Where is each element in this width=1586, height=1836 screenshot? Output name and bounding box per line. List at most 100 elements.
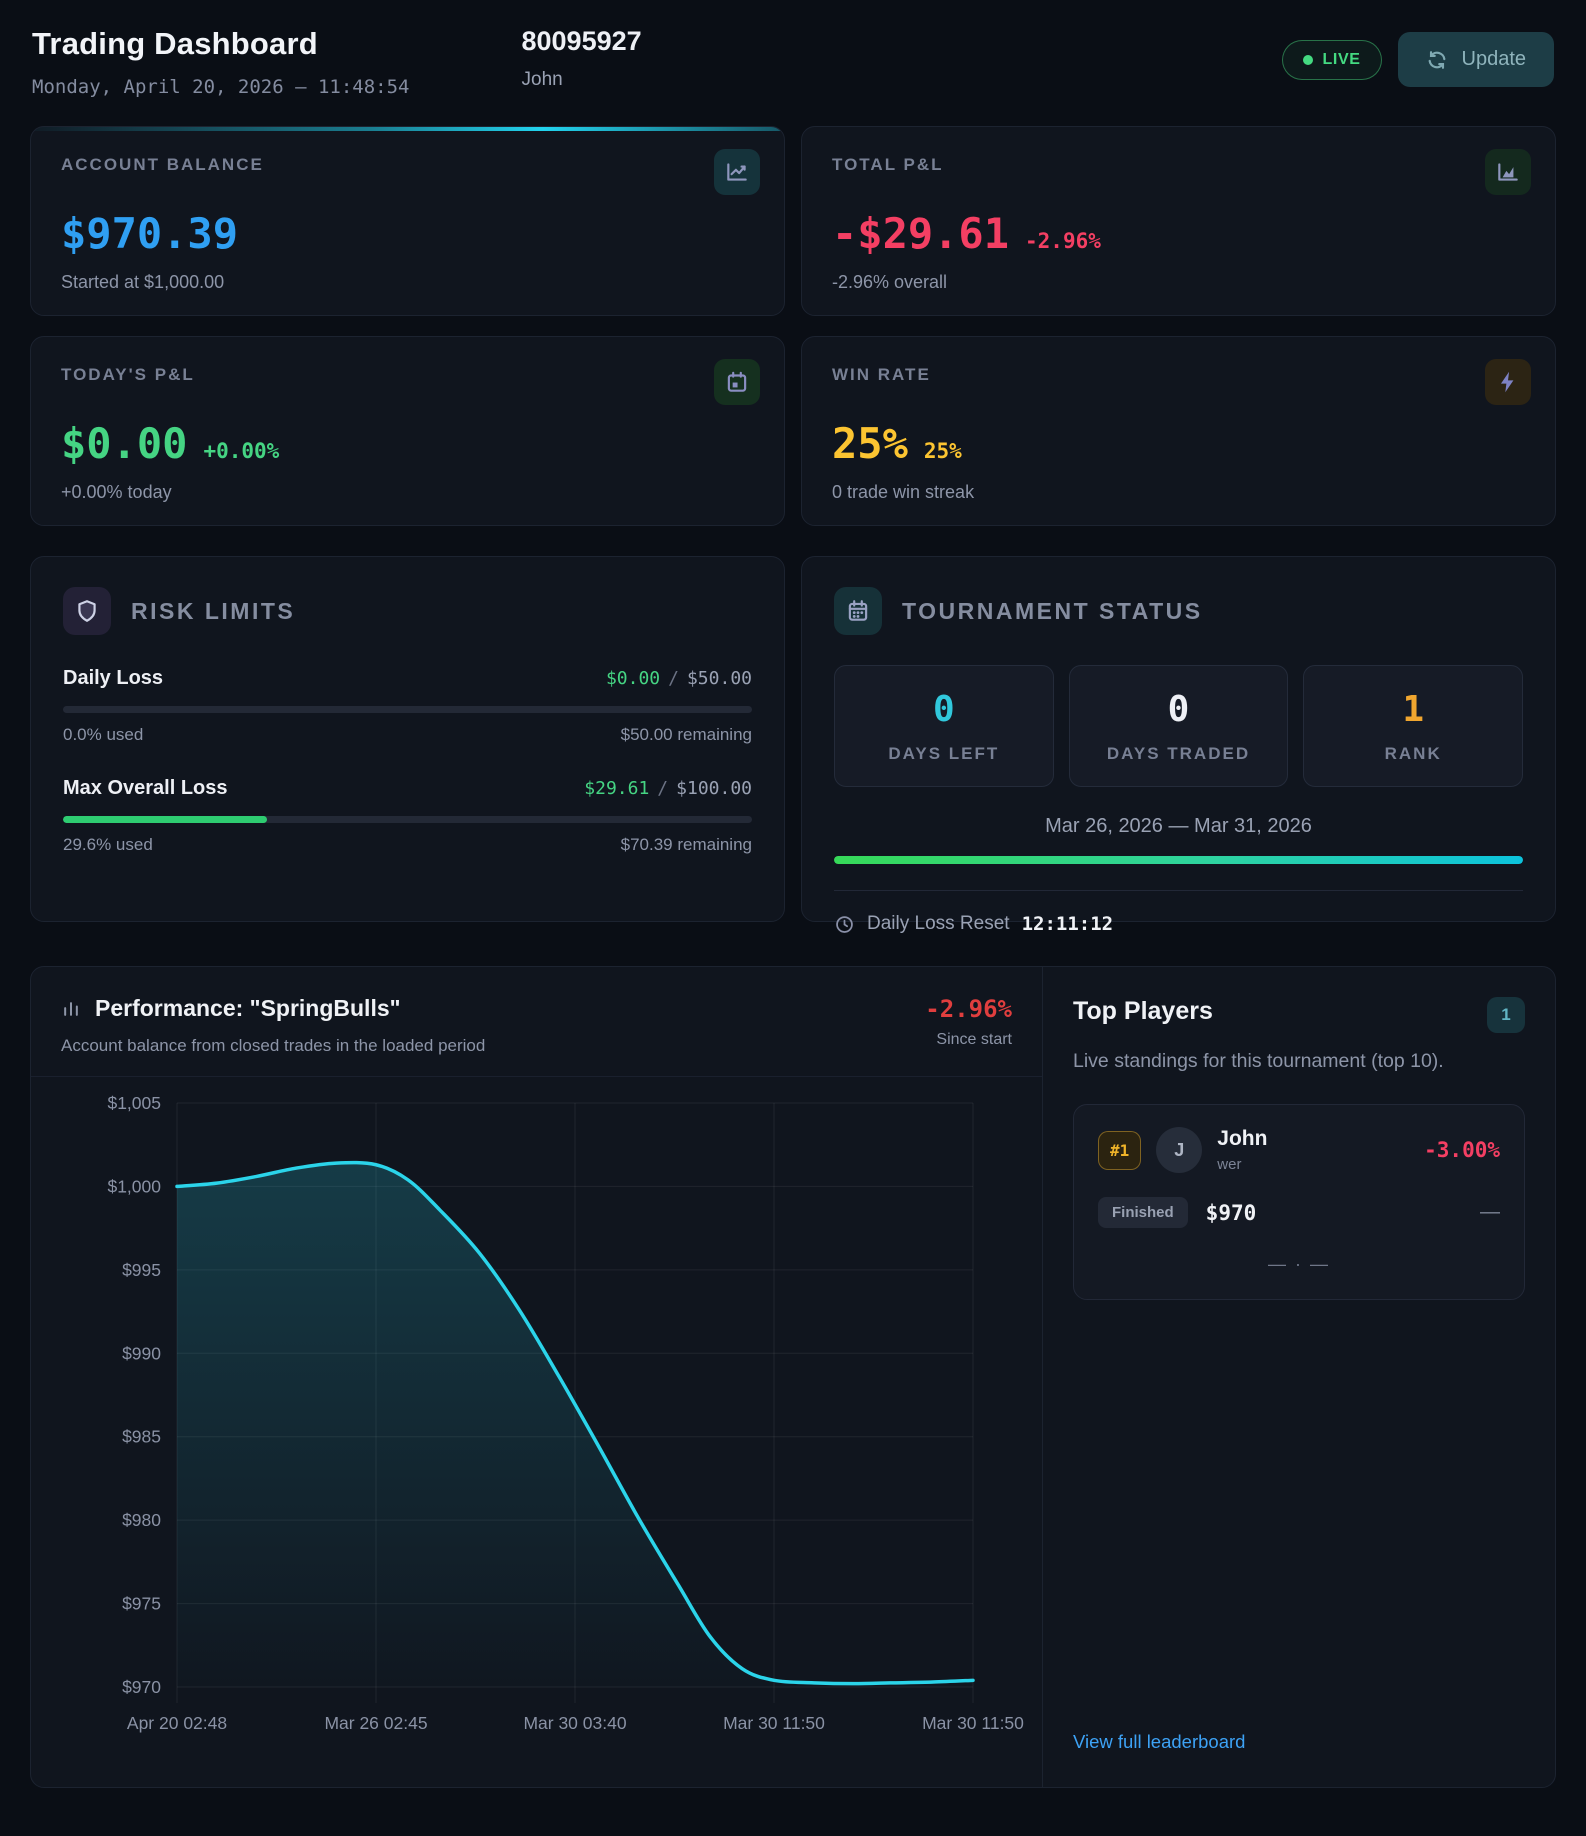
max-overall-loss-remaining: $70.39 remaining bbox=[620, 835, 752, 854]
tournament-status-title: TOURNAMENT STATUS bbox=[902, 597, 1203, 624]
win-rate-card: WIN RATE 25% 25% 0 trade win streak bbox=[801, 336, 1556, 526]
player-status-badge: Finished bbox=[1098, 1197, 1188, 1229]
svg-text:Mar 30 03:40: Mar 30 03:40 bbox=[523, 1713, 626, 1733]
account-balance-label: ACCOUNT BALANCE bbox=[61, 155, 264, 174]
total-pnl-card: TOTAL P&L -$29.61 -2.96% -2.96% overall bbox=[801, 126, 1556, 316]
daily-loss-separator: / bbox=[668, 668, 679, 689]
svg-text:Apr 20 02:48: Apr 20 02:48 bbox=[127, 1713, 227, 1733]
risk-limits-panel: RISK LIMITS Daily Loss $0.00 / $50.00 0.0%… bbox=[30, 556, 785, 922]
today-pnl-pct: +0.00% bbox=[203, 439, 280, 463]
win-rate-note: 0 trade win streak bbox=[832, 482, 975, 502]
rank-value: 1 bbox=[1402, 688, 1424, 730]
daily-loss-used: $0.00 bbox=[605, 668, 661, 689]
panels-grid: RISK LIMITS Daily Loss $0.00 / $50.00 0.0%… bbox=[30, 556, 1556, 935]
max-overall-loss-used-pct: 29.6% used bbox=[63, 835, 153, 854]
svg-text:$985: $985 bbox=[122, 1427, 161, 1447]
svg-text:Mar 30 11:50: Mar 30 11:50 bbox=[723, 1713, 825, 1733]
days-left-box: 0 DAYS LEFT bbox=[834, 665, 1054, 787]
svg-text:Mar 26 02:45: Mar 26 02:45 bbox=[324, 1713, 427, 1733]
daily-loss-label: Daily Loss bbox=[63, 667, 164, 689]
svg-text:$980: $980 bbox=[122, 1510, 161, 1530]
daily-loss-remaining: $50.00 remaining bbox=[620, 725, 752, 744]
header-account-block: 80095927 John bbox=[522, 26, 642, 91]
top-players-title: Top Players bbox=[1073, 997, 1213, 1025]
svg-text:$1,000: $1,000 bbox=[107, 1176, 161, 1196]
leaderboard-player-card[interactable]: #1 J John wer -3.00% Finished $970 — — ·… bbox=[1073, 1104, 1525, 1301]
svg-text:$975: $975 bbox=[122, 1594, 161, 1614]
page-title: Trading Dashboard bbox=[32, 26, 318, 61]
days-traded-value: 0 bbox=[1167, 688, 1190, 730]
chart-line-icon bbox=[714, 149, 760, 195]
tournament-status-panel: TOURNAMENT STATUS 0 DAYS LEFT 0 DAYS TRA… bbox=[801, 556, 1556, 935]
performance-change-caption: Since start bbox=[936, 1031, 1012, 1048]
svg-text:$1,005: $1,005 bbox=[107, 1093, 161, 1113]
max-overall-loss-progress-track bbox=[63, 816, 752, 823]
update-button[interactable]: Update bbox=[1397, 32, 1554, 87]
view-full-leaderboard-link[interactable]: View full leaderboard bbox=[1073, 1731, 1246, 1752]
performance-chart-column: Performance: "SpringBulls" Account balan… bbox=[31, 967, 1043, 1787]
svg-text:$990: $990 bbox=[122, 1343, 161, 1363]
player-change: -3.00% bbox=[1424, 1138, 1500, 1163]
max-overall-loss-progress-fill bbox=[63, 816, 267, 823]
max-overall-loss-separator: / bbox=[657, 778, 669, 799]
lightning-bolt-icon bbox=[1485, 359, 1531, 405]
performance-section: Performance: "SpringBulls" Account balan… bbox=[30, 966, 1556, 1788]
days-traded-box: 0 DAYS TRADED bbox=[1068, 665, 1289, 787]
max-overall-loss-used: $29.61 bbox=[584, 778, 650, 799]
daily-loss-row: Daily Loss $0.00 / $50.00 0.0% used $50.00… bbox=[63, 667, 752, 745]
tournament-divider bbox=[834, 890, 1523, 891]
today-pnl-value: $0.00 bbox=[61, 419, 188, 468]
daily-loss-reset-row: Daily Loss Reset 12:11:12 bbox=[834, 913, 1523, 935]
daily-loss-used-pct: 0.0% used bbox=[63, 725, 144, 744]
shield-icon bbox=[63, 587, 111, 635]
max-overall-loss-label: Max Overall Loss bbox=[63, 777, 228, 799]
svg-text:$970: $970 bbox=[122, 1677, 161, 1697]
performance-subtitle: Account balance from closed trades in th… bbox=[61, 1036, 486, 1055]
live-dot-icon bbox=[1302, 54, 1313, 65]
clock-icon bbox=[836, 915, 853, 933]
today-pnl-card: TODAY'S P&L $0.00 +0.00% +0.00% today bbox=[30, 336, 785, 526]
header-datetime: Monday, April 20, 2026 — 11:48:54 bbox=[32, 76, 410, 98]
update-label: Update bbox=[1461, 48, 1527, 70]
performance-change: -2.96% bbox=[925, 995, 1012, 1023]
account-name: John bbox=[521, 69, 563, 90]
players-count-badge: 1 bbox=[1487, 997, 1525, 1033]
live-label: LIVE bbox=[1322, 50, 1361, 68]
rank-label: RANK bbox=[1384, 743, 1442, 763]
live-status-badge: LIVE bbox=[1281, 39, 1382, 80]
refresh-icon bbox=[1428, 50, 1445, 69]
days-left-label: DAYS LEFT bbox=[888, 743, 1000, 763]
player-balance: $970 bbox=[1205, 1200, 1257, 1225]
player-name: John bbox=[1217, 1127, 1268, 1151]
card-accent-bar bbox=[31, 127, 784, 131]
daily-loss-reset-label: Daily Loss Reset bbox=[867, 913, 1010, 934]
calendar-icon bbox=[834, 587, 882, 635]
performance-header: Performance: "SpringBulls" Account balan… bbox=[31, 967, 1042, 1077]
total-pnl-value: -$29.61 bbox=[832, 209, 1010, 258]
rank-box: 1 RANK bbox=[1303, 665, 1523, 787]
daily-loss-limit: $50.00 bbox=[686, 668, 752, 689]
calendar-day-icon bbox=[714, 359, 760, 405]
win-rate-value: 25% bbox=[832, 419, 908, 468]
today-pnl-note: +0.00% today bbox=[61, 482, 172, 502]
performance-chart: $1,005 $1,000 $995 $990 $985 $980 $975 $970 Apr … bbox=[31, 1077, 1042, 1787]
total-pnl-pct: -2.96% bbox=[1025, 229, 1101, 253]
top-players-panel: Top Players 1 Live standings for this to… bbox=[1043, 967, 1555, 1787]
bar-chart-icon bbox=[64, 1001, 78, 1016]
balance-line-chart: $1,005 $1,000 $995 $990 $985 $980 $975 $970 Apr … bbox=[107, 1093, 1024, 1733]
area-chart-icon bbox=[1485, 149, 1531, 195]
max-overall-loss-row: Max Overall Loss $29.61 / $100.00 29.6% us… bbox=[63, 777, 752, 855]
tournament-progress-track bbox=[834, 856, 1523, 864]
header-title-block: Trading Dashboard Monday, April 20, 2026… bbox=[32, 26, 410, 98]
header: Trading Dashboard Monday, April 20, 2026… bbox=[30, 0, 1556, 126]
max-overall-loss-limit: $100.00 bbox=[676, 778, 752, 799]
player-handle: wer bbox=[1217, 1156, 1242, 1174]
daily-loss-reset-time: 12:11:12 bbox=[1021, 913, 1114, 935]
svg-text:Mar 30 11:50: Mar 30 11:50 bbox=[922, 1713, 1024, 1733]
total-pnl-note: -2.96% overall bbox=[832, 272, 948, 292]
trading-dashboard-page: Trading Dashboard Monday, April 20, 2026… bbox=[30, 0, 1556, 1788]
account-balance-card: ACCOUNT BALANCE $970.39 Started at $1,00… bbox=[30, 126, 785, 316]
tournament-progress-fill bbox=[834, 856, 1523, 864]
avatar: J bbox=[1156, 1127, 1203, 1174]
daily-loss-progress-track bbox=[63, 706, 752, 713]
